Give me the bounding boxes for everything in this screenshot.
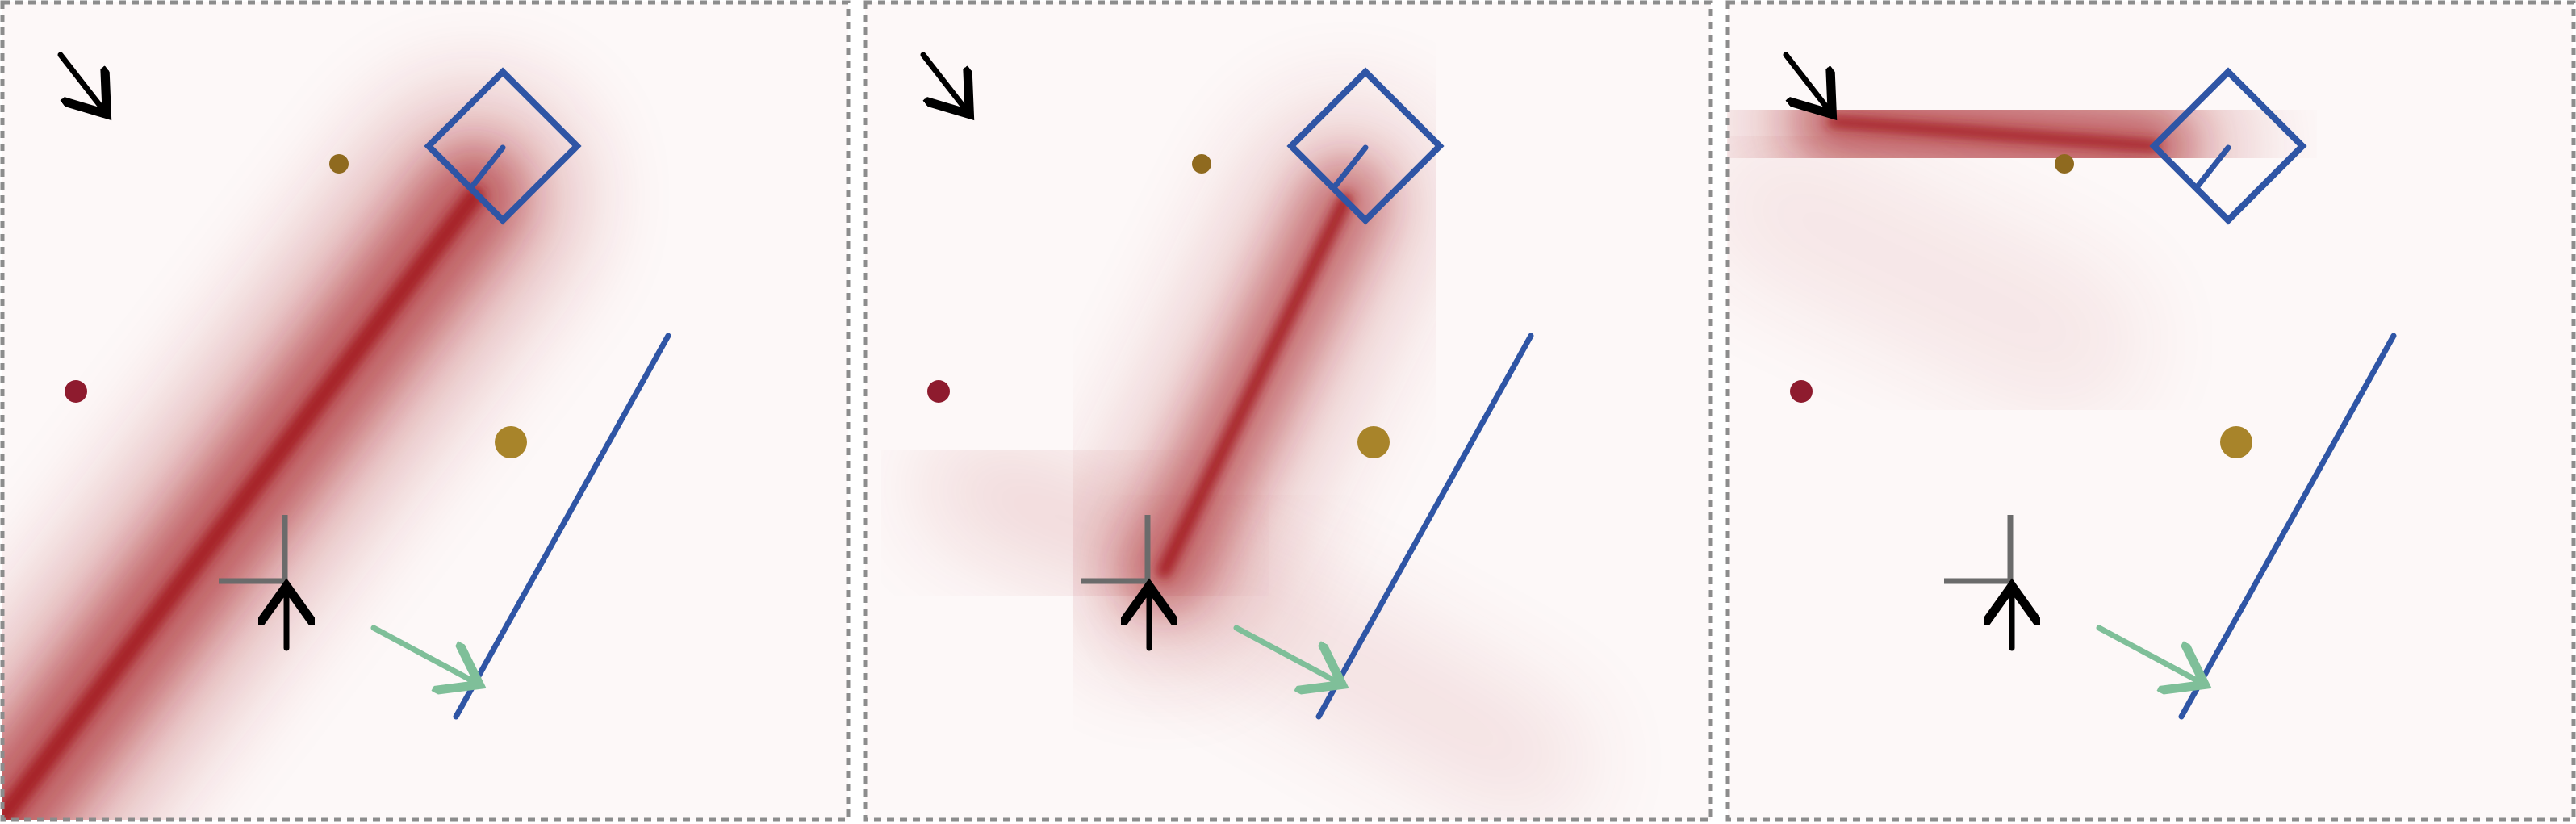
panel-3 [1727, 2, 2573, 820]
blue-square-icon [424, 67, 582, 225]
blue-square-tick [1332, 144, 1369, 190]
blue-square-outline [1286, 67, 1445, 225]
gold-dot-icon [1357, 426, 1390, 458]
red-dot-icon [1790, 380, 1813, 403]
gold-dot-icon [2220, 426, 2252, 458]
blue-square-icon [2149, 67, 2307, 225]
blue-square-outline [2149, 67, 2307, 225]
heat-lobe-right [1140, 519, 1591, 820]
green-arrow-icon [2096, 625, 2200, 682]
panel-frame [1725, 0, 2576, 822]
heat-lobe-lower [1727, 123, 2147, 422]
panel-frame [863, 0, 1713, 822]
green-arrow-icon [1233, 625, 1337, 682]
black-arrow-icon [1783, 52, 1829, 110]
gold-dot-icon [2055, 154, 2074, 174]
panel-frame [0, 0, 851, 822]
blue-line-icon [2178, 333, 2397, 720]
heat-lobe-left [922, 430, 1228, 616]
black-arrow-icon [920, 52, 966, 110]
panel-1 [2, 2, 848, 820]
red-dot-icon [927, 380, 950, 403]
heat-band [1744, 33, 2244, 235]
blue-square-icon [1286, 67, 1445, 225]
blue-line-icon [1315, 333, 1534, 720]
green-arrow-icon [370, 625, 475, 682]
heat-core [2, 186, 484, 820]
gold-dot-icon [495, 426, 527, 458]
blue-square-outline [424, 67, 582, 225]
black-arrow-icon [57, 52, 103, 110]
heat-core [1827, 116, 2161, 152]
gold-dot-icon [1192, 154, 1211, 174]
red-dot-icon [65, 380, 87, 403]
heat-band [2, 95, 575, 820]
blue-square-tick [469, 144, 506, 190]
blue-square-tick [2194, 144, 2231, 190]
gold-dot-icon [329, 154, 349, 174]
blue-line-icon [453, 333, 671, 720]
panel-2 [865, 2, 1711, 820]
